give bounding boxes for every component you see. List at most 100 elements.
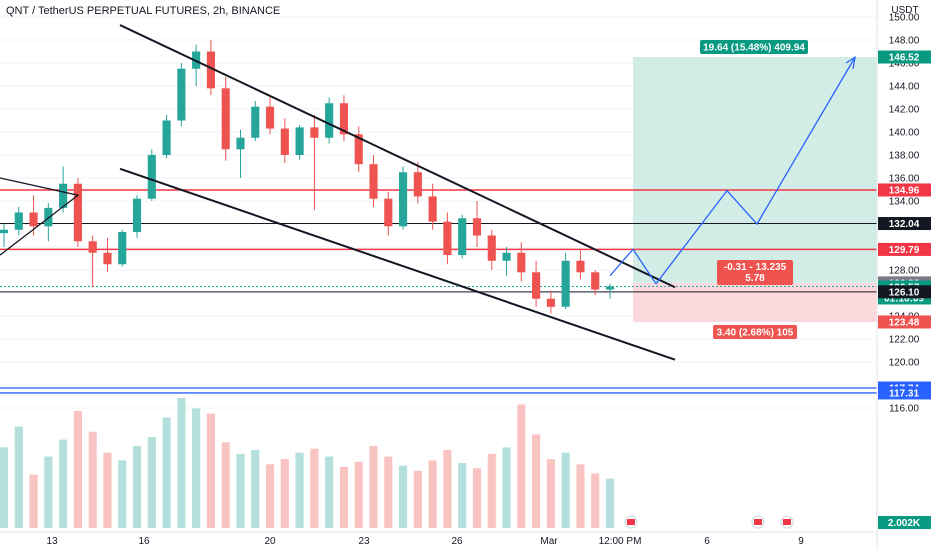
currency-label: USDT	[891, 5, 918, 16]
price-badge-resistance	[878, 183, 931, 197]
price-tick-label: 136.00	[889, 174, 920, 185]
volume-bar	[103, 452, 112, 528]
price-badge-level	[878, 285, 931, 299]
time-tick-label: 12:00 PM	[599, 536, 642, 547]
volume-bar	[206, 413, 215, 528]
candle-body	[44, 207, 53, 227]
channel-upper-line	[119, 24, 676, 289]
volume-bar	[14, 426, 23, 528]
time-tick-label: 23	[358, 536, 370, 547]
volume-bar	[295, 452, 304, 528]
volume-bar	[29, 474, 38, 528]
candle-body	[517, 252, 526, 273]
volume-bar	[532, 434, 541, 528]
time-tick-label: 13	[46, 536, 58, 547]
candle-body	[177, 68, 186, 121]
price-badge-level	[878, 217, 931, 231]
candle-body	[295, 127, 304, 155]
time-tick-label: 6	[704, 536, 710, 547]
time-tick-label: 9	[798, 536, 804, 547]
time-tick-label: 26	[451, 536, 463, 547]
event-flag-icon-fill	[783, 519, 791, 525]
candle-body	[118, 232, 127, 265]
target-label-text: 19.64 (15.48%) 409.94	[703, 43, 805, 54]
candle-body	[399, 172, 408, 227]
price-tick-label: 134.00	[889, 197, 920, 208]
chart-title: QNT / TetherUS PERPETUAL FUTURES, 2h, BI…	[6, 5, 281, 17]
volume-bar	[44, 456, 53, 528]
center-label-line1: -0.31 - 13.235	[724, 262, 787, 273]
event-flag-icon-fill	[754, 519, 762, 525]
price-badge-label: 146.52	[889, 53, 920, 64]
price-badge-blue	[878, 386, 931, 400]
volume-bar	[458, 463, 467, 528]
candle-body	[59, 183, 68, 208]
volume-bar	[265, 464, 275, 528]
price-badge-label: 129.79	[889, 245, 920, 256]
volume-bar	[413, 470, 422, 528]
volume-bar	[502, 447, 511, 528]
center-label-bg	[717, 260, 793, 285]
candle-body	[502, 252, 511, 261]
candle-body	[325, 103, 334, 138]
volume-bar	[605, 478, 615, 528]
volume-bar	[576, 464, 585, 528]
volume-bar	[236, 453, 245, 528]
event-flag-icon-fill	[627, 519, 635, 525]
candle-body	[251, 106, 260, 138]
price-badge-label: 134.96	[889, 185, 920, 196]
price-level-lines	[0, 189, 877, 394]
stop-label-text: 3.40 (2.68%) 105	[717, 327, 794, 338]
projection-path	[609, 56, 856, 285]
price-tick-label: 142.00	[889, 105, 920, 116]
triangle-drawing	[0, 177, 80, 256]
price-tick-label: 116.00	[889, 404, 919, 415]
volume-bar	[251, 450, 260, 528]
candle-body	[339, 103, 349, 135]
candle-body	[221, 88, 230, 150]
candle-body	[546, 298, 555, 307]
price-tick-label: 150.00	[889, 13, 920, 24]
position-zones	[633, 57, 877, 322]
countdown-label: 01:10:09	[884, 293, 924, 304]
price-axis-bg	[877, 0, 932, 550]
time-tick-label: Mar	[540, 536, 558, 547]
candle-body	[280, 128, 289, 155]
price-tick-label: 140.00	[889, 128, 920, 139]
price-badge-target	[878, 50, 931, 64]
volume-bar	[487, 453, 496, 528]
candle-body	[532, 272, 541, 299]
price-tick-label: 128.00	[889, 266, 920, 277]
volume-bar	[310, 448, 319, 528]
volume-bar	[428, 460, 437, 528]
volume-bar	[177, 398, 186, 528]
price-badge-label: 132.04	[889, 219, 920, 230]
candle-body	[428, 196, 437, 222]
volume-badge-label: 2.002K	[888, 518, 921, 529]
volume-bar	[472, 468, 482, 528]
candle-body	[472, 218, 482, 236]
candle-body	[576, 260, 585, 273]
candle-body	[443, 221, 452, 256]
time-axis: 13 16 20 23 26 Mar 12:00 PM 6 9	[0, 515, 877, 547]
volume-bar	[162, 417, 171, 528]
price-tick-label: 146.00	[889, 59, 920, 70]
time-tick-label: 20	[264, 536, 276, 547]
volume-bars	[0, 398, 615, 528]
candle-body	[132, 198, 142, 233]
volume-bar	[0, 447, 9, 528]
target-zone	[633, 57, 877, 283]
candle-body	[29, 212, 38, 227]
stop-label-bg	[713, 324, 797, 339]
candle-body	[0, 229, 9, 234]
volume-bar	[132, 446, 142, 528]
volume-bar	[147, 437, 156, 528]
volume-bar	[73, 411, 82, 528]
candle-body	[236, 137, 245, 150]
volume-bar	[354, 461, 363, 528]
candle-body	[561, 260, 570, 307]
volume-bar	[369, 446, 378, 528]
stop-zone	[633, 282, 877, 322]
